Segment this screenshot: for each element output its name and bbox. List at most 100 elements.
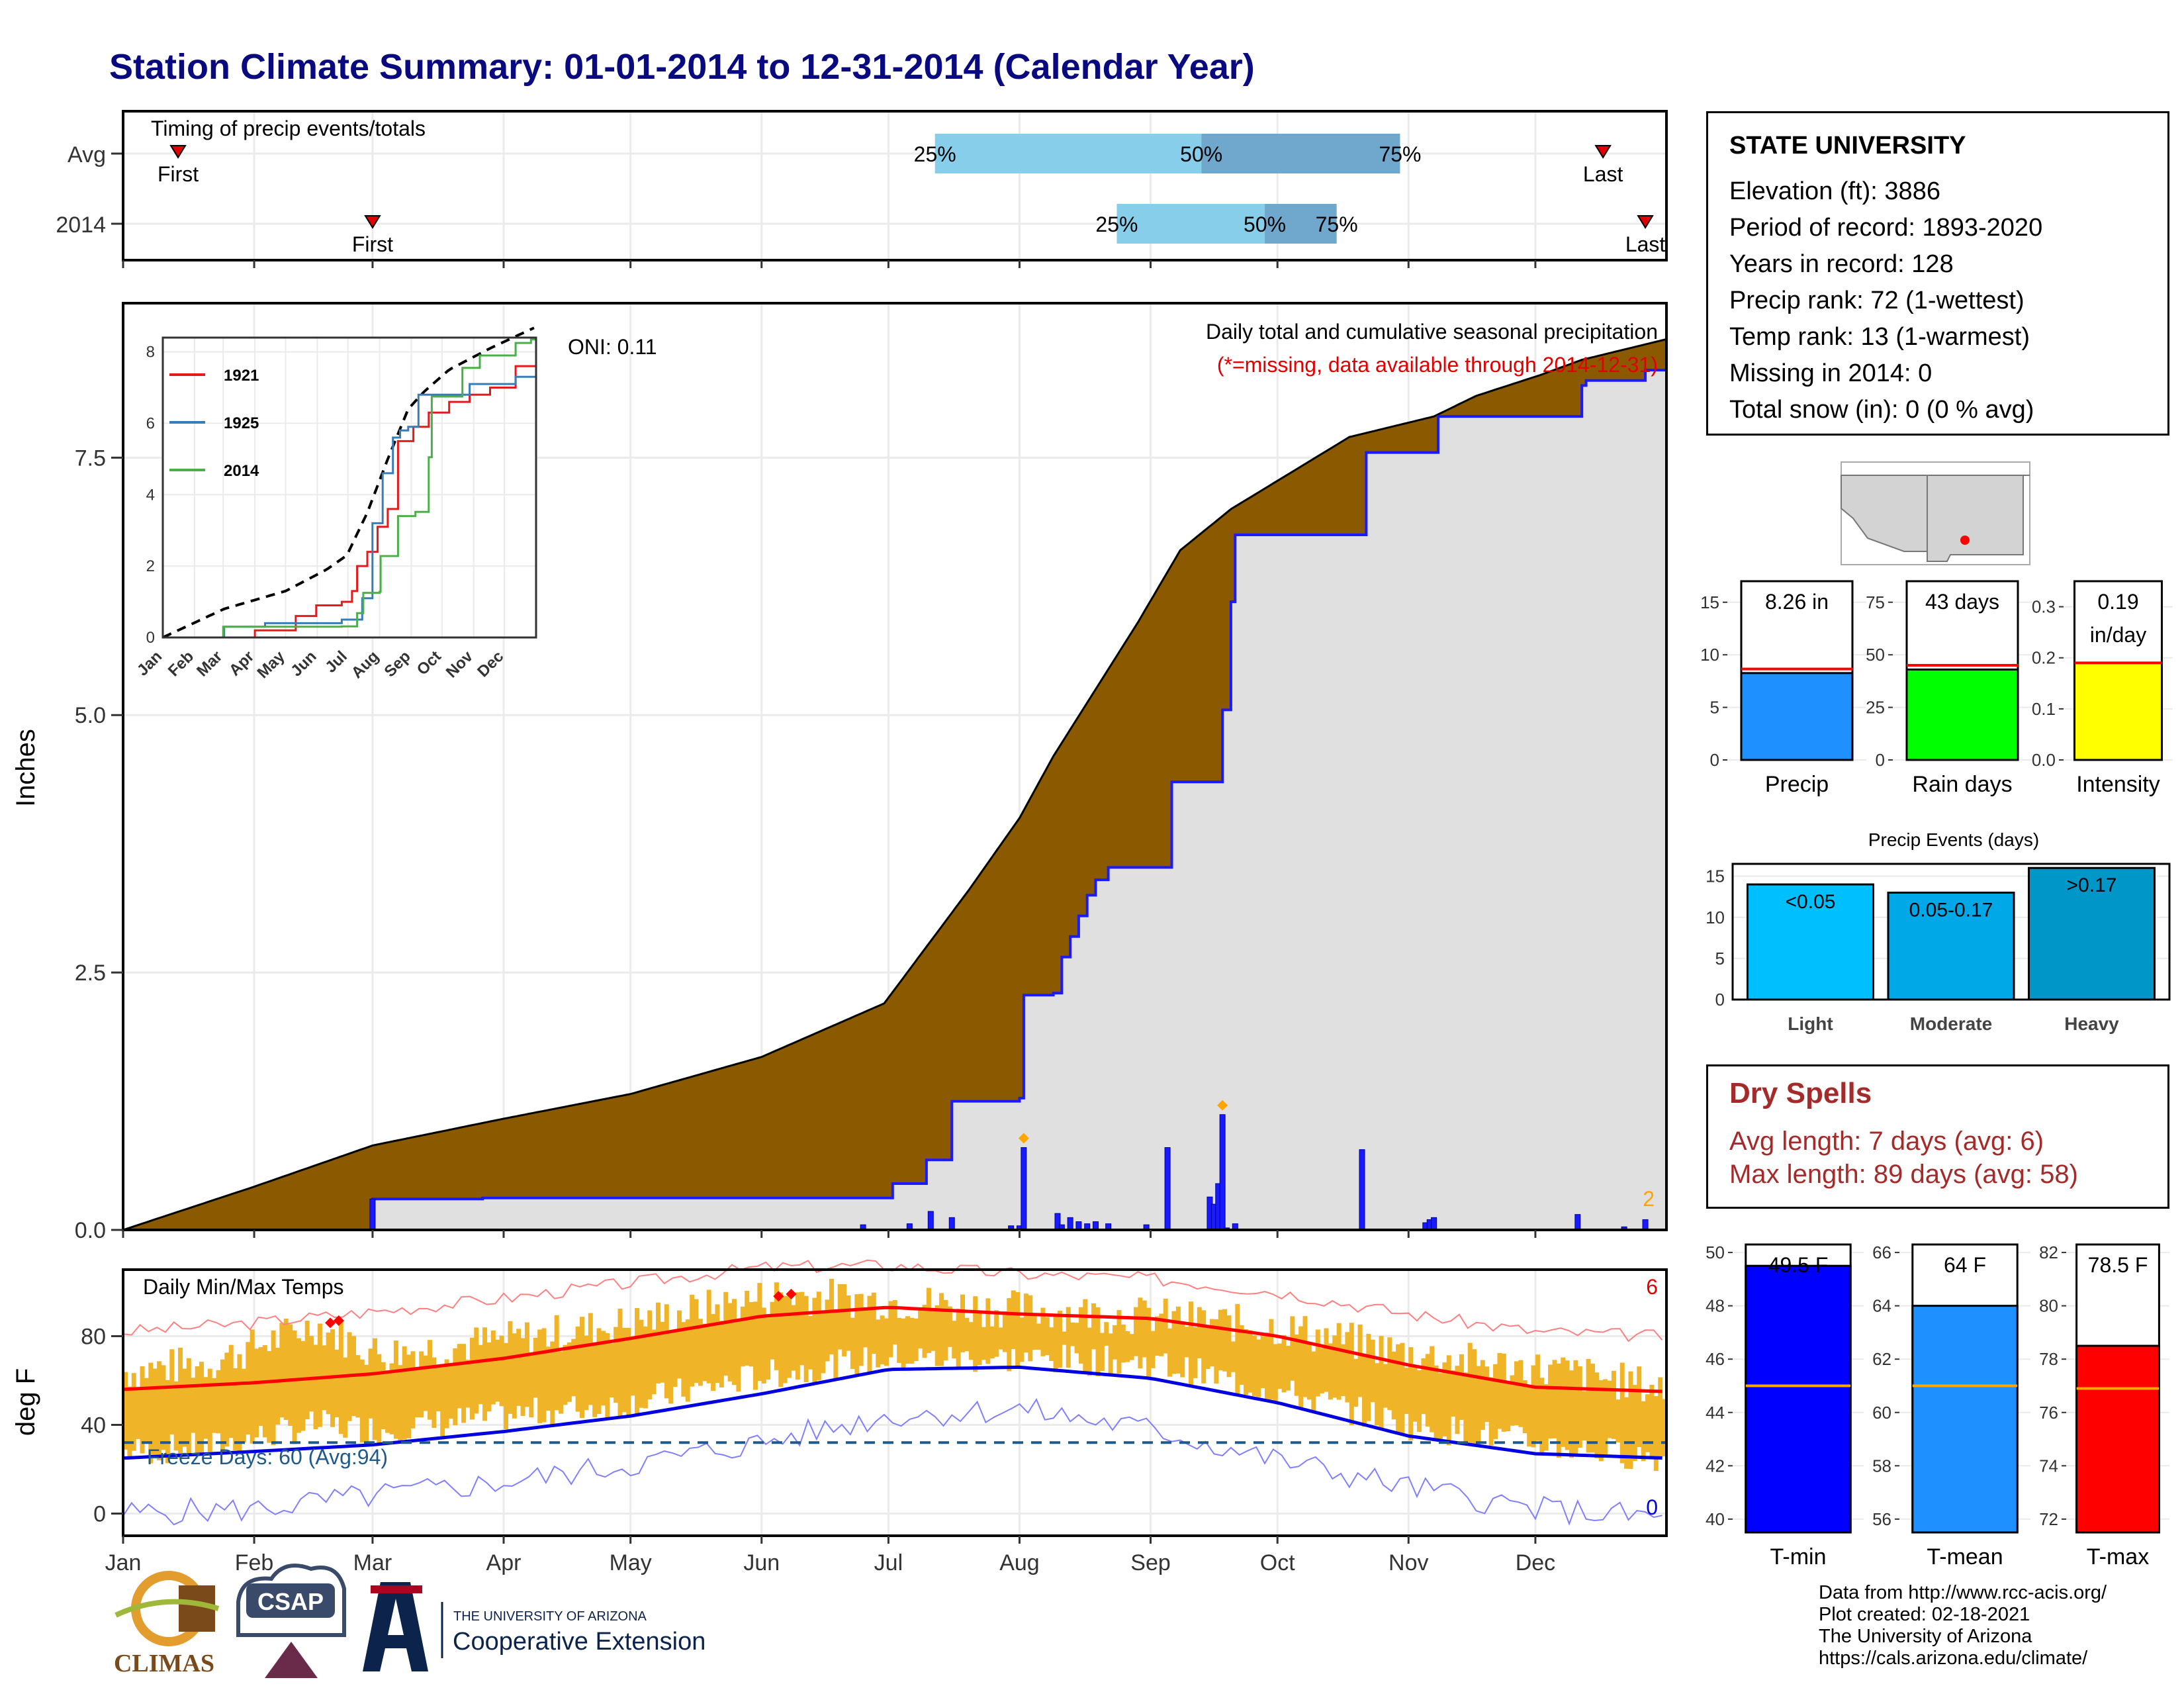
p50-p75-box	[1201, 134, 1400, 173]
inset-y-tick: 6	[146, 414, 155, 432]
daily-temp-bar	[1044, 1317, 1050, 1356]
y-axis-label: deg F	[11, 1368, 40, 1436]
daily-temp-bar	[752, 1301, 758, 1390]
event-category: Moderate	[1910, 1013, 1992, 1034]
daily-temp-bar	[559, 1351, 564, 1414]
daily-temp-bar	[812, 1297, 817, 1384]
daily-temp-bar	[1433, 1365, 1439, 1440]
daily-precip-bar	[1164, 1147, 1171, 1231]
daily-temp-bar	[419, 1351, 424, 1418]
daily-temp-bar	[985, 1298, 991, 1364]
daily-temp-bar	[672, 1329, 678, 1387]
daily-temp-bar	[1180, 1323, 1185, 1378]
events-frame	[1731, 863, 2171, 1001]
daily-temp-bar	[1463, 1372, 1469, 1444]
daily-temp-bar	[943, 1299, 948, 1361]
daily-temp-bar	[1083, 1299, 1088, 1374]
percentile-label: 75%	[1316, 212, 1358, 236]
climas-wave-icon	[114, 1599, 220, 1618]
daily-temp-bar	[309, 1336, 314, 1412]
timeline-row-label: Avg	[68, 142, 106, 167]
daily-temp-bar	[960, 1294, 966, 1352]
mini-y-tick: 64	[1872, 1296, 1891, 1316]
daily-temp-bar	[1315, 1329, 1320, 1397]
daily-precip-bar	[1359, 1149, 1365, 1231]
daily-temp-bar	[457, 1344, 462, 1409]
event-bar-label: >0.17	[2067, 874, 2117, 896]
daily-temp-bar	[474, 1327, 479, 1414]
y-tick-label: 40	[81, 1413, 106, 1438]
mini-y-tick: 0	[1876, 750, 1885, 770]
daily-temp-bar	[1658, 1377, 1663, 1458]
daily-precip-bar	[1642, 1219, 1649, 1231]
daily-temp-bar	[1510, 1375, 1515, 1426]
daily-temp-bar	[554, 1315, 559, 1411]
daily-temp-bar	[1116, 1310, 1122, 1374]
daily-temp-bar	[173, 1381, 179, 1451]
mini-bar-title: T-mean	[1927, 1544, 2003, 1570]
daily-temp-bar	[1370, 1339, 1375, 1403]
daily-precip-bar	[948, 1217, 955, 1231]
mini-y-tick: 66	[1872, 1243, 1891, 1262]
mini-y-tick: 0	[1710, 750, 1719, 770]
daily-temp-bar	[292, 1330, 297, 1444]
daily-temp-bar	[905, 1316, 910, 1364]
daily-temp-bar	[1619, 1362, 1625, 1464]
mini-y-tick: 0.1	[2032, 699, 2056, 719]
current-cumulative-line	[123, 369, 1666, 1231]
precip-title: Daily total and cumulative seasonal prec…	[1206, 320, 1658, 344]
inset-frame	[161, 336, 537, 639]
daily-temp-bar	[1066, 1307, 1071, 1368]
event-bar-label: 0.05-0.17	[1909, 899, 1993, 921]
daily-temp-bar	[423, 1355, 428, 1411]
dry-spells-max: Max length: 89 days (avg: 58)	[1729, 1160, 2078, 1189]
station-line: Precip rank: 72 (1-wettest)	[1729, 287, 2025, 314]
daily-temp-bar	[1324, 1328, 1329, 1392]
daily-temp-bar	[1032, 1315, 1037, 1350]
daily-temp-bar	[1053, 1316, 1058, 1372]
x-tick-label: Jan	[105, 1550, 142, 1575]
event-bar	[2028, 867, 2156, 1001]
daily-temp-bar	[1222, 1309, 1228, 1372]
mini-y-tick: 0.2	[2032, 648, 2056, 668]
daily-temp-bar	[1548, 1364, 1553, 1439]
daily-temp-bar	[186, 1358, 191, 1455]
daily-temp-bar	[195, 1366, 200, 1456]
mini-bar-label: 43 days	[1925, 590, 1999, 614]
daily-temp-bar	[334, 1349, 340, 1417]
daily-temp-bar	[850, 1317, 855, 1370]
daily-temp-bar	[723, 1291, 729, 1376]
daily-temp-bar	[571, 1338, 576, 1397]
new-mexico-shape	[1927, 475, 2024, 562]
daily-temp-bar	[1582, 1391, 1587, 1441]
daily-temp-bar	[1019, 1317, 1024, 1362]
daily-temp-bar	[512, 1333, 517, 1419]
daily-temp-bar	[719, 1321, 724, 1388]
daily-temp-bar	[964, 1317, 970, 1352]
daily-temp-bar	[275, 1348, 280, 1425]
daily-temp-bar	[913, 1318, 919, 1362]
daily-temp-bar	[368, 1348, 373, 1419]
daily-temp-bar	[136, 1387, 141, 1439]
freeze-days-label: Freeze Days: 60 (Avg:94)	[147, 1445, 388, 1469]
daily-temp-bar	[372, 1338, 377, 1440]
daily-temp-bar	[1273, 1344, 1278, 1401]
daily-temp-bar	[499, 1335, 504, 1407]
ua-block-a-accent	[371, 1585, 422, 1593]
daily-temp-bar	[432, 1357, 437, 1429]
daily-temp-bar	[1095, 1307, 1101, 1376]
mini-bar-label: 49.5 F	[1768, 1253, 1829, 1277]
p50-p75-box	[1265, 204, 1337, 244]
daily-temp-bar	[157, 1361, 162, 1461]
daily-temp-bar	[1412, 1366, 1418, 1422]
daily-temp-bar	[398, 1365, 403, 1443]
daily-temp-bar	[1383, 1364, 1388, 1408]
daily-temp-bar	[364, 1364, 369, 1444]
event-label: Last	[1583, 162, 1623, 186]
daily-temp-bar	[1074, 1323, 1079, 1354]
temperature-chart: Daily Min/Max Temps 6 0 Freeze Days: 60 (Av…	[11, 1259, 1668, 1575]
daily-temp-bar	[1011, 1290, 1016, 1349]
daily-temp-bar	[1163, 1298, 1168, 1354]
daily-temp-bar	[787, 1295, 792, 1378]
